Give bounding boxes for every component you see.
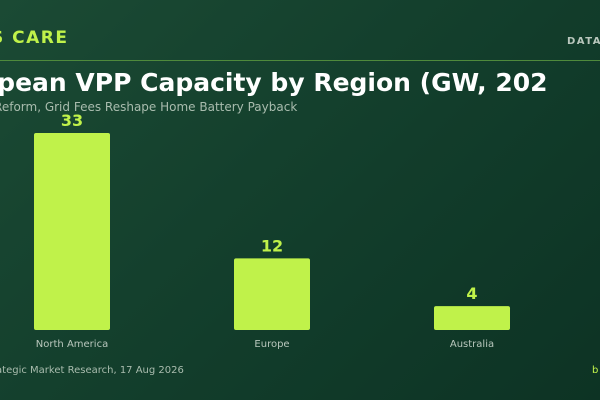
header-divider [0,60,600,61]
data-label: 4 [466,284,477,303]
x-tick-label: Europe [254,339,289,350]
bar-europe [234,258,310,330]
bar-north-america [34,133,110,330]
data-label: 12 [261,236,283,255]
chart-subtitle: f Reform, Grid Fees Reshape Home Battery… [0,100,298,114]
brand-name: S CARE [0,28,69,48]
source-note: trategic Market Research, 17 Aug 2026 [0,365,184,376]
chart-title: opean VPP Capacity by Region (GW, 202 [0,68,548,97]
x-tick-label: North America [36,339,108,350]
bar-australia [434,306,510,330]
x-tick-label: Australia [450,339,494,350]
section-label: DATA [567,36,600,47]
data-label: 33 [61,111,83,130]
footer-link[interactable]: b [592,365,599,376]
